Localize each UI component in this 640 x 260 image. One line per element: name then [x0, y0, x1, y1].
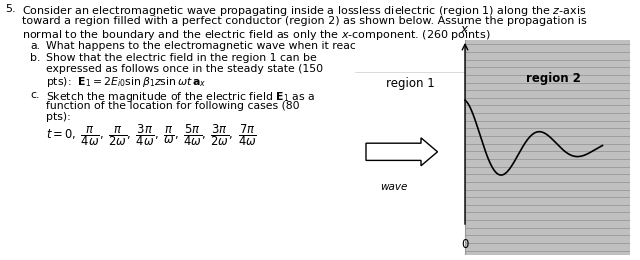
- Bar: [465, 40, 630, 255]
- Text: 0: 0: [461, 238, 468, 251]
- Text: What happens to the electromagnetic wave when it reaches the boundary? (30 pts): What happens to the electromagnetic wave…: [46, 41, 504, 51]
- Text: Consider an electromagnetic wave propagating inside a lossless dielectric (regio: Consider an electromagnetic wave propaga…: [22, 4, 587, 18]
- Text: b.: b.: [30, 53, 40, 63]
- Text: $t=0,\;\dfrac{\pi}{4\omega},\;\dfrac{\pi}{2\omega},\;\dfrac{3\pi}{4\omega},\;\df: $t=0,\;\dfrac{\pi}{4\omega},\;\dfrac{\pi…: [46, 122, 257, 148]
- Text: expressed as follows once in the steady state (150: expressed as follows once in the steady …: [46, 64, 323, 74]
- Text: pts):  $\mathbf{E}_1 = 2E_{i0}\sin\beta_1 z\sin\omega t\,\mathbf{a}_x$: pts): $\mathbf{E}_1 = 2E_{i0}\sin\beta_1…: [46, 75, 206, 89]
- Text: function of the location for following cases (80: function of the location for following c…: [46, 101, 300, 111]
- Text: wave: wave: [380, 182, 407, 192]
- Text: $x$: $x$: [460, 23, 470, 36]
- Text: c.: c.: [30, 90, 40, 100]
- Text: region 2: region 2: [525, 72, 580, 85]
- Text: a.: a.: [30, 41, 40, 51]
- Text: Show that the electric field in the region 1 can be: Show that the electric field in the regi…: [46, 53, 317, 63]
- Bar: [355, 40, 465, 255]
- FancyArrow shape: [366, 138, 438, 166]
- Text: region 1: region 1: [386, 76, 435, 89]
- Text: Sketch the magnitude of the electric field $\mathbf{E}_1$ as a: Sketch the magnitude of the electric fie…: [46, 90, 316, 104]
- Text: normal to the boundary and the electric field as only the $x$-component. (260 po: normal to the boundary and the electric …: [22, 28, 490, 42]
- Text: toward a region filled with a perfect conductor (region 2) as shown below. Assum: toward a region filled with a perfect co…: [22, 16, 587, 26]
- Text: 5.: 5.: [5, 4, 15, 14]
- Text: pts):: pts):: [46, 112, 71, 122]
